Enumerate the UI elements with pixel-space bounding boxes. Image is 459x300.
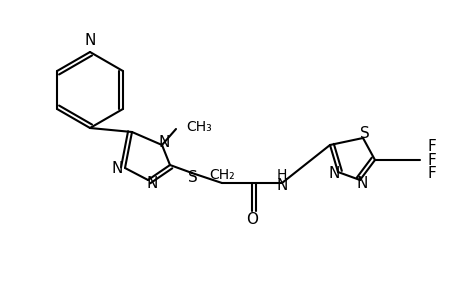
Text: N: N: [276, 178, 287, 193]
Text: N: N: [328, 167, 339, 182]
Text: N: N: [356, 176, 367, 191]
Text: S: S: [359, 125, 369, 140]
Text: N: N: [84, 33, 95, 48]
Text: O: O: [246, 212, 257, 226]
Text: F: F: [427, 152, 436, 167]
Text: CH₂: CH₂: [209, 168, 234, 182]
Text: N: N: [111, 160, 123, 175]
Text: N: N: [146, 176, 157, 190]
Text: CH₃: CH₃: [185, 120, 211, 134]
Text: F: F: [427, 139, 436, 154]
Text: F: F: [427, 167, 436, 182]
Text: S: S: [188, 170, 197, 185]
Text: N: N: [158, 134, 169, 149]
Text: H: H: [276, 168, 286, 182]
